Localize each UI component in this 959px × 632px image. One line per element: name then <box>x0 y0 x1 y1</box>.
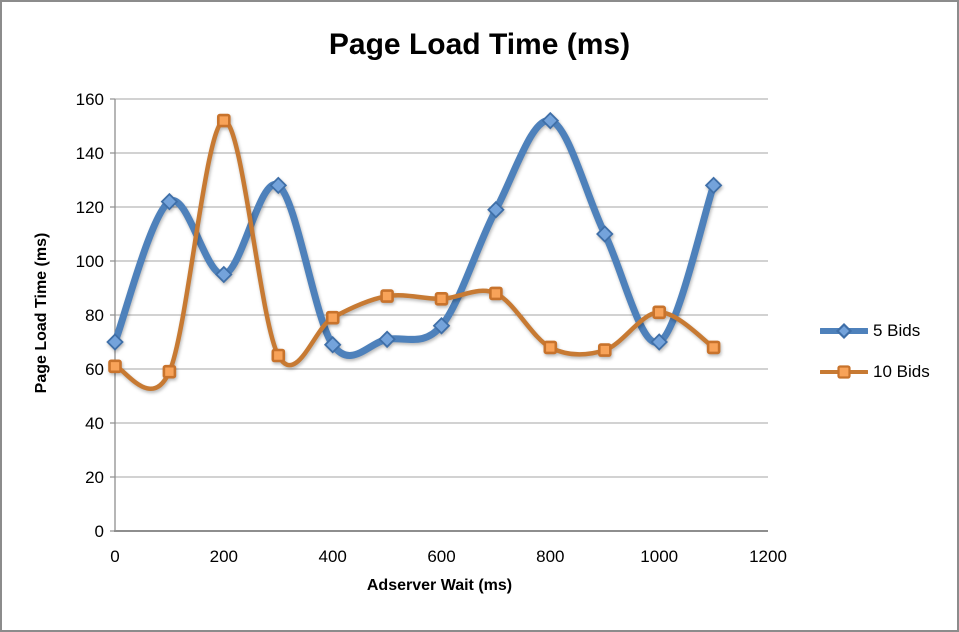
marker-5-bids-x200 <box>215 265 233 284</box>
marker-10-bids-x500 <box>380 289 394 303</box>
marker-10-bids-x900 <box>597 343 612 357</box>
x-tick-label-0: 0 <box>110 547 119 566</box>
y-tick-label-20: 20 <box>85 468 104 487</box>
marker-10-bids-x1000 <box>652 305 667 320</box>
marker-5-bids-x700 <box>487 200 505 219</box>
x-tick-label-600: 600 <box>427 547 455 566</box>
legend-swatch-5-bids-icon <box>820 322 868 340</box>
y-tick-label-60: 60 <box>85 360 104 379</box>
marker-5-bids-x1000 <box>650 333 668 351</box>
marker-5-bids-x100 <box>160 192 179 211</box>
marker-10-bids-x400 <box>325 310 340 325</box>
marker-5-bids-x1100 <box>704 176 723 195</box>
y-tick-label-80: 80 <box>85 306 104 325</box>
x-tick-label-200: 200 <box>210 547 238 566</box>
series-line-5-bids <box>111 117 718 359</box>
y-axis-title: Page Load Time (ms) <box>33 232 50 394</box>
marker-5-bids-x800 <box>541 111 560 130</box>
marker-5-bids-x0 <box>106 333 124 351</box>
chart-title: Page Load Time (ms) <box>328 28 631 61</box>
y-tick-label-0: 0 <box>95 522 104 541</box>
marker-5-bids-x900 <box>596 225 614 243</box>
x-tick-label-800: 800 <box>536 547 564 566</box>
legend-marker-sample <box>835 322 853 340</box>
y-tick-label-140: 140 <box>76 144 104 163</box>
marker-10-bids-x600 <box>434 291 449 306</box>
marker-10-bids-x700 <box>489 286 503 301</box>
x-axis-title: Adserver Wait (ms) <box>366 577 513 594</box>
legend-label-5-bids: 5 Bids <box>873 321 921 340</box>
legend-swatch-10-bids-icon <box>820 365 868 379</box>
legend: 5 Bids 10 Bids <box>820 321 930 382</box>
x-tick-label-1200: 1200 <box>749 547 787 566</box>
marker-5-bids-x400 <box>323 335 342 354</box>
marker-10-bids-x300 <box>271 348 286 363</box>
marker-10-bids-x1100 <box>706 340 721 355</box>
series-10-bids <box>108 113 721 391</box>
series-5-bids <box>106 111 723 359</box>
marker-5-bids-x500 <box>378 330 396 349</box>
x-tick-label-400: 400 <box>319 547 347 566</box>
legend-item-5-bids: 5 Bids <box>820 321 930 341</box>
marker-10-bids-x100 <box>162 364 177 379</box>
y-tick-label-120: 120 <box>76 198 104 217</box>
legend-item-10-bids: 10 Bids <box>820 362 930 382</box>
y-tick-label-40: 40 <box>85 414 104 433</box>
marker-10-bids-x200 <box>217 113 231 128</box>
marker-5-bids-x300 <box>269 176 288 195</box>
x-tick-label-1000: 1000 <box>640 547 678 566</box>
y-tick-label-160: 160 <box>76 90 104 109</box>
y-tick-label-100: 100 <box>76 252 104 271</box>
marker-10-bids-x800 <box>543 340 558 355</box>
marker-5-bids-x600 <box>432 317 451 335</box>
marker-10-bids-x0 <box>108 359 122 374</box>
legend-label-10-bids: 10 Bids <box>873 362 930 381</box>
legend-marker-sample <box>837 365 851 379</box>
